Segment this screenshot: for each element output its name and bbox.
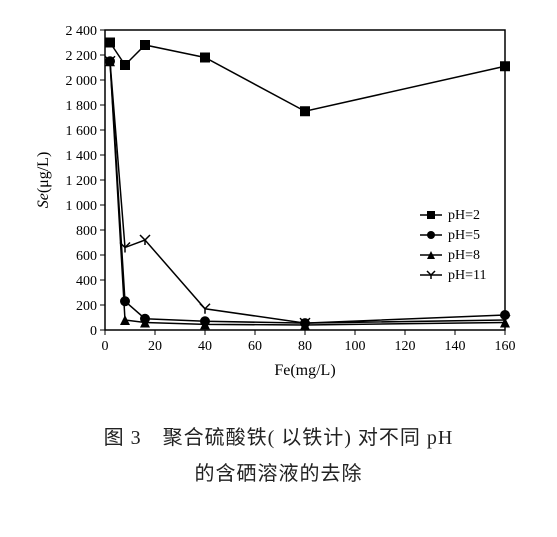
y-tick-label: 800 — [76, 224, 97, 239]
y-tick-label: 2 000 — [66, 74, 98, 89]
x-tick-label: 0 — [102, 339, 109, 354]
marker-circle — [427, 231, 435, 239]
y-tick-label: 0 — [90, 324, 97, 339]
x-axis-title: Fe(mg/L) — [274, 362, 335, 379]
plot-frame — [105, 30, 505, 330]
x-tick-label: 80 — [298, 339, 312, 354]
marker-square — [427, 211, 435, 219]
y-tick-label: 2 200 — [66, 49, 98, 64]
y-tick-label: 1 000 — [66, 199, 98, 214]
caption-line-1: 图 3 聚合硫酸铁( 以铁计) 对不同 pH — [0, 420, 557, 456]
series-line-pH=5 — [110, 61, 505, 323]
caption-line-2: 的含硒溶液的去除 — [0, 456, 557, 492]
x-tick-label: 160 — [495, 339, 516, 354]
marker-square — [120, 60, 130, 70]
x-tick-label: 60 — [248, 339, 262, 354]
legend-label: pH=2 — [448, 208, 480, 223]
marker-square — [140, 40, 150, 50]
x-tick-label: 140 — [445, 339, 466, 354]
y-tick-label: 400 — [76, 274, 97, 289]
y-tick-label: 1 800 — [66, 99, 98, 114]
x-tick-label: 20 — [148, 339, 162, 354]
chart-svg: 0 20 40 60 80 100 120 140 160 Fe(mg/L) 0 200 400 600 8… — [30, 20, 530, 390]
series-line-pH=11 — [110, 61, 505, 323]
x-tick-label: 100 — [345, 339, 366, 354]
x-tick-label: 120 — [395, 339, 416, 354]
marker-square — [500, 61, 510, 71]
series-line-pH=2 — [110, 43, 505, 112]
legend-label: pH=5 — [448, 228, 480, 243]
series-line-pH=8 — [110, 61, 505, 325]
marker-square — [105, 38, 115, 48]
marker-square — [300, 106, 310, 116]
x-tick-label: 40 — [198, 339, 212, 354]
y-tick-label: 1 600 — [66, 124, 98, 139]
marker-circle — [120, 296, 130, 306]
y-tick-label: 1 400 — [66, 149, 98, 164]
figure-caption: 图 3 聚合硫酸铁( 以铁计) 对不同 pH 的含硒溶液的去除 — [0, 420, 557, 492]
y-tick-label: 1 200 — [66, 174, 98, 189]
legend-label: pH=8 — [448, 248, 480, 263]
y-tick-label: 2 400 — [66, 24, 98, 39]
chart-container: 0 20 40 60 80 100 120 140 160 Fe(mg/L) 0 200 400 600 8… — [30, 20, 530, 390]
y-tick-label: 600 — [76, 249, 97, 264]
legend-label: pH=11 — [448, 268, 487, 283]
marker-square — [200, 53, 210, 63]
y-tick-label: 200 — [76, 299, 97, 314]
y-axis-title: Se(μg/L) — [35, 152, 52, 209]
